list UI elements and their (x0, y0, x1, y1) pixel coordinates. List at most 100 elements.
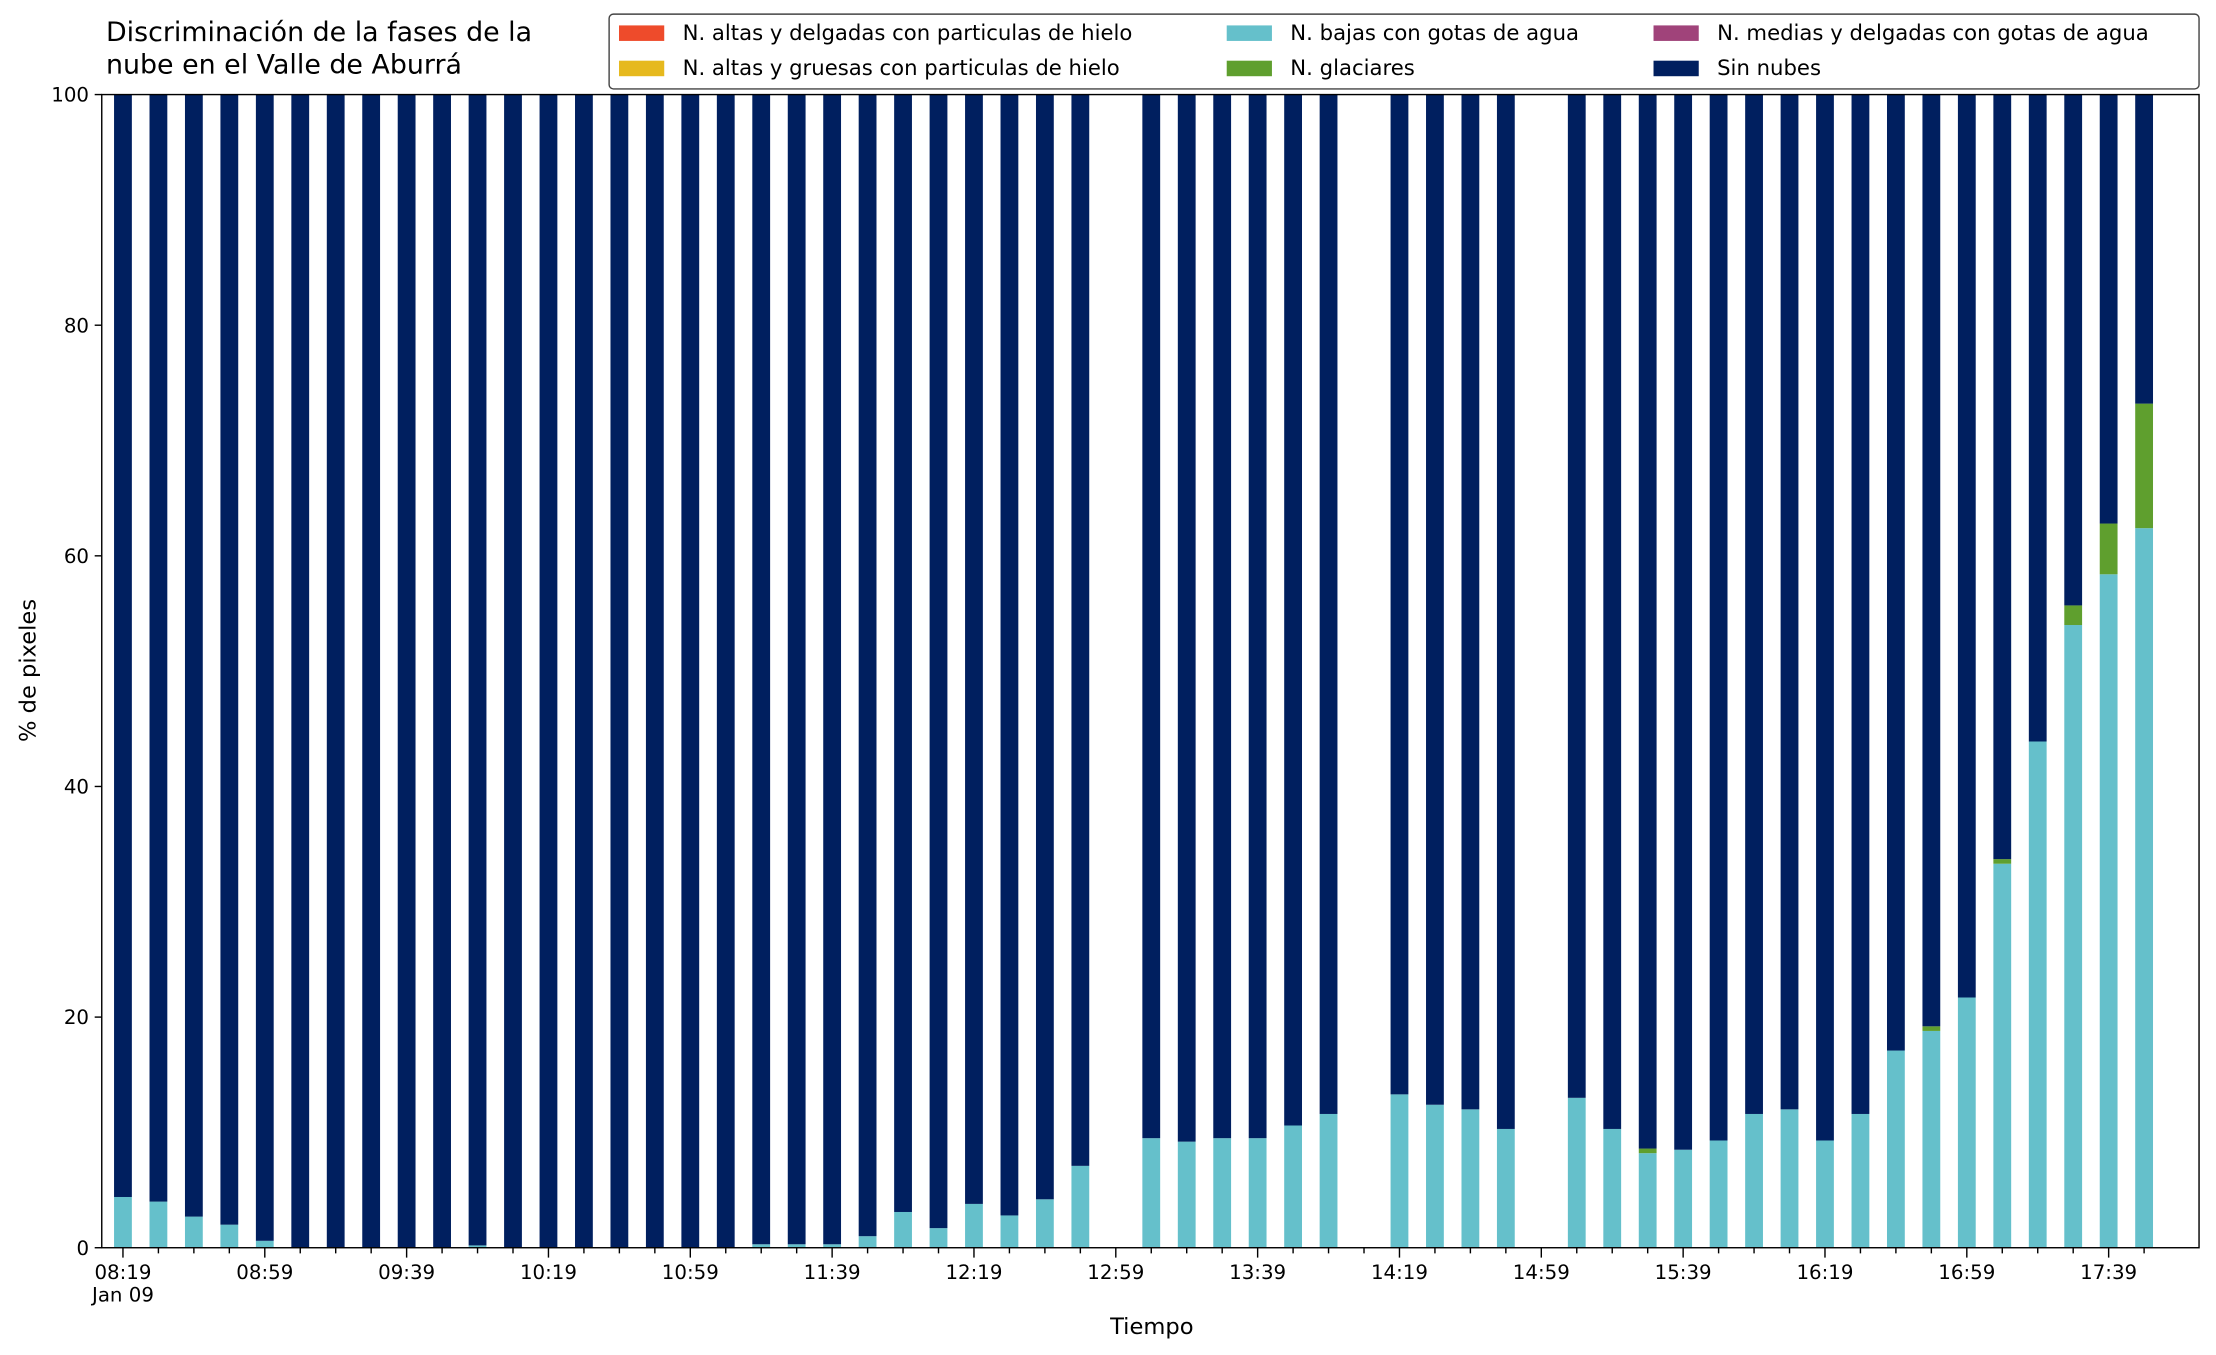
bar-segment (1071, 94, 1090, 1166)
bar-segment (1567, 94, 1586, 1098)
bar-segment (1780, 94, 1799, 1110)
x-tick-label: 11:39 (804, 1261, 861, 1284)
bar-segment (1957, 997, 1976, 1248)
bar-segment (2135, 94, 2154, 404)
bar-segment (255, 94, 274, 1241)
bar-segment (1816, 1140, 1834, 1248)
bar-segment (362, 94, 381, 1248)
x-tick-label: 08:59 (236, 1261, 293, 1284)
legend-label: N. bajas con gotas de agua (1290, 20, 1579, 45)
x-tick-label: 10:19 (520, 1261, 577, 1284)
bar-segment (752, 94, 771, 1245)
bar-segment (1390, 1094, 1409, 1248)
bar-segment (752, 1244, 771, 1248)
bar-segment (1000, 1215, 1019, 1248)
bar-segment (1496, 94, 1515, 1129)
y-tick-label: 60 (64, 545, 89, 568)
bar-segment (1638, 1153, 1657, 1248)
bar-segment (2135, 528, 2154, 1248)
bar-segment (1851, 1113, 1870, 1248)
y-tick-label: 80 (64, 314, 89, 337)
bar-segment (1426, 1104, 1444, 1248)
bar-segment (2135, 403, 2154, 529)
legend-label: N. glaciares (1290, 55, 1414, 80)
bar-segment (1745, 94, 1763, 1114)
bar-segment (397, 94, 416, 1248)
bar-segment (965, 94, 983, 1204)
legend-label: Sin nubes (1717, 55, 1821, 80)
bar-segment (468, 94, 487, 1246)
x-tick-label: 09:39 (378, 1261, 435, 1284)
bar-segment (2064, 625, 2083, 1248)
bar-segment (114, 1196, 132, 1248)
bar-segment (1319, 1113, 1338, 1248)
bar-segment (787, 94, 806, 1245)
bar-segment (1638, 1148, 1657, 1154)
legend-label: N. medias y delgadas con gotas de agua (1717, 20, 2149, 45)
bar-segment (1071, 1165, 1090, 1248)
bar-segment (1035, 1199, 1054, 1248)
x-tick-label: 17:39 (2080, 1261, 2137, 1284)
bar-segment (1816, 94, 1834, 1141)
bar-segment (716, 94, 735, 1248)
chart-title: Discriminación de la fases de la nube en … (106, 17, 532, 80)
bar-segment (1993, 863, 2012, 1248)
bar-segment (1035, 94, 1054, 1200)
x-tick-label: 16:19 (1796, 1261, 1853, 1284)
bar-segment (1709, 1140, 1728, 1248)
bar-segment (965, 1203, 983, 1248)
y-tick-label: 20 (64, 1006, 89, 1029)
legend-box (608, 13, 2200, 90)
bar-segment (1284, 94, 1302, 1126)
bar-segment (220, 94, 239, 1225)
bar-segment (858, 94, 877, 1237)
bar-segment (1177, 1141, 1196, 1248)
bar-segment (823, 1244, 842, 1248)
x-tick-label: 14:19 (1371, 1261, 1428, 1284)
bar-segment (610, 94, 629, 1248)
bar-segment (858, 1236, 877, 1248)
y-tick-label: 40 (64, 776, 89, 799)
bar-segment (1886, 94, 1905, 1051)
bar-segment (1957, 94, 1976, 998)
bar-segment (1603, 1128, 1622, 1248)
bar-segment (184, 1216, 203, 1248)
bar-segment (1674, 94, 1693, 1150)
bar-segment (2064, 94, 2083, 606)
bar-segment (1142, 1138, 1161, 1248)
bar-segment (291, 94, 310, 1248)
x-tick-label: 10:59 (662, 1261, 719, 1284)
bar-segment (1886, 1050, 1905, 1248)
bar-segment (823, 94, 842, 1245)
legend-swatch (1226, 25, 1272, 41)
legend-swatch (1226, 60, 1272, 77)
x-tick-label: 08:19 Jan 09 (90, 1261, 154, 1307)
bar-segment (894, 94, 912, 1212)
bar-segment (1390, 94, 1409, 1095)
legend-swatch (1653, 60, 1699, 77)
bar-segment (1461, 94, 1480, 1110)
bar-segment (929, 94, 948, 1229)
bar-segment (645, 94, 664, 1248)
bar-segment (1851, 94, 1870, 1114)
bar-segment (2028, 94, 2047, 742)
bar-segment (1248, 1138, 1267, 1248)
bar-segment (1780, 1109, 1799, 1248)
legend-swatch (619, 25, 665, 41)
bar-segment (1177, 94, 1196, 1142)
bar-segment (539, 94, 558, 1248)
bar-segment (1709, 94, 1728, 1141)
bar-segment (1461, 1109, 1480, 1248)
plot-frame (101, 93, 2200, 1249)
bar-segment (1922, 94, 1941, 1027)
legend-label: N. altas y delgadas con particulas de hi… (683, 20, 1133, 45)
bar-segment (1000, 94, 1019, 1216)
bar-segment (929, 1228, 948, 1248)
x-tick-label: 15:39 (1655, 1261, 1712, 1284)
bar-segment (1993, 859, 2012, 864)
bar-segment (894, 1211, 912, 1248)
bar-segment (1426, 94, 1444, 1105)
bar-segment (787, 1244, 806, 1248)
bar-segment (1603, 94, 1622, 1129)
